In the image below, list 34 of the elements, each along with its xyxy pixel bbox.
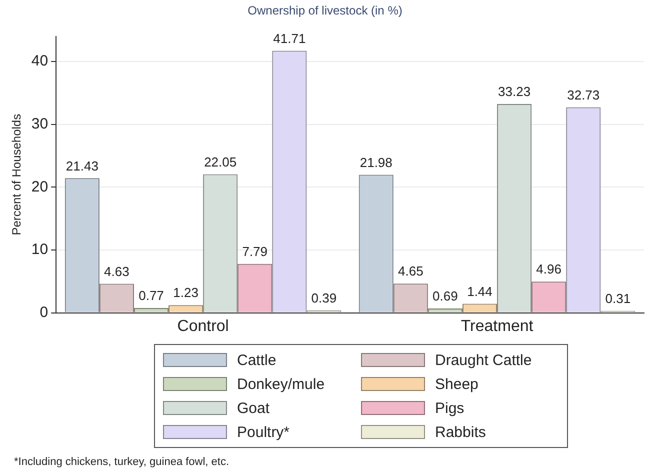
data-label: 4.65 [398, 264, 424, 279]
y-tick-label: 10 [31, 241, 48, 258]
data-label: 0.77 [138, 288, 164, 304]
data-label: 0.69 [432, 288, 458, 304]
data-label: 21.43 [66, 158, 98, 174]
data-label: 1.23 [173, 285, 198, 300]
y-tick-label: 0 [40, 304, 48, 321]
x-tick-label: Control [177, 318, 229, 335]
data-label: 1.44 [467, 284, 492, 299]
text: *Including chickens, turkey, guinea fowl, etc. [14, 456, 230, 468]
data-label: 22.05 [204, 154, 237, 170]
data-label: 4.96 [536, 262, 562, 277]
legend-label: Rabbits [435, 424, 486, 440]
data-label: 33.23 [498, 84, 531, 100]
data-label: 0.31 [605, 290, 631, 306]
legend-label: Poultry* [237, 424, 290, 440]
legend-label: Goat [237, 400, 270, 416]
data-label: 32.73 [567, 87, 600, 102]
data-label: 4.63 [104, 264, 130, 279]
y-tick-label: 40 [31, 52, 48, 70]
legend-label: Draught Cattle [435, 352, 532, 368]
data-label: 7.79 [242, 244, 268, 259]
y-tick-label: 30 [31, 115, 48, 132]
legend-label: Pigs [435, 400, 464, 416]
chart-title: Ownership of livestock (in %) [248, 4, 402, 18]
y-tick-label: 20 [31, 178, 48, 196]
y-axis-title: Percent of Households [10, 114, 24, 236]
legend-label: Cattle [237, 352, 276, 368]
data-label: 0.39 [311, 290, 337, 306]
data-label: 21.98 [360, 154, 392, 170]
x-tick-label: Treatment [460, 318, 534, 335]
legend-label: Sheep [435, 376, 478, 392]
legend-label: Donkey/mule [237, 376, 325, 392]
data-label: 41.71 [273, 30, 306, 46]
